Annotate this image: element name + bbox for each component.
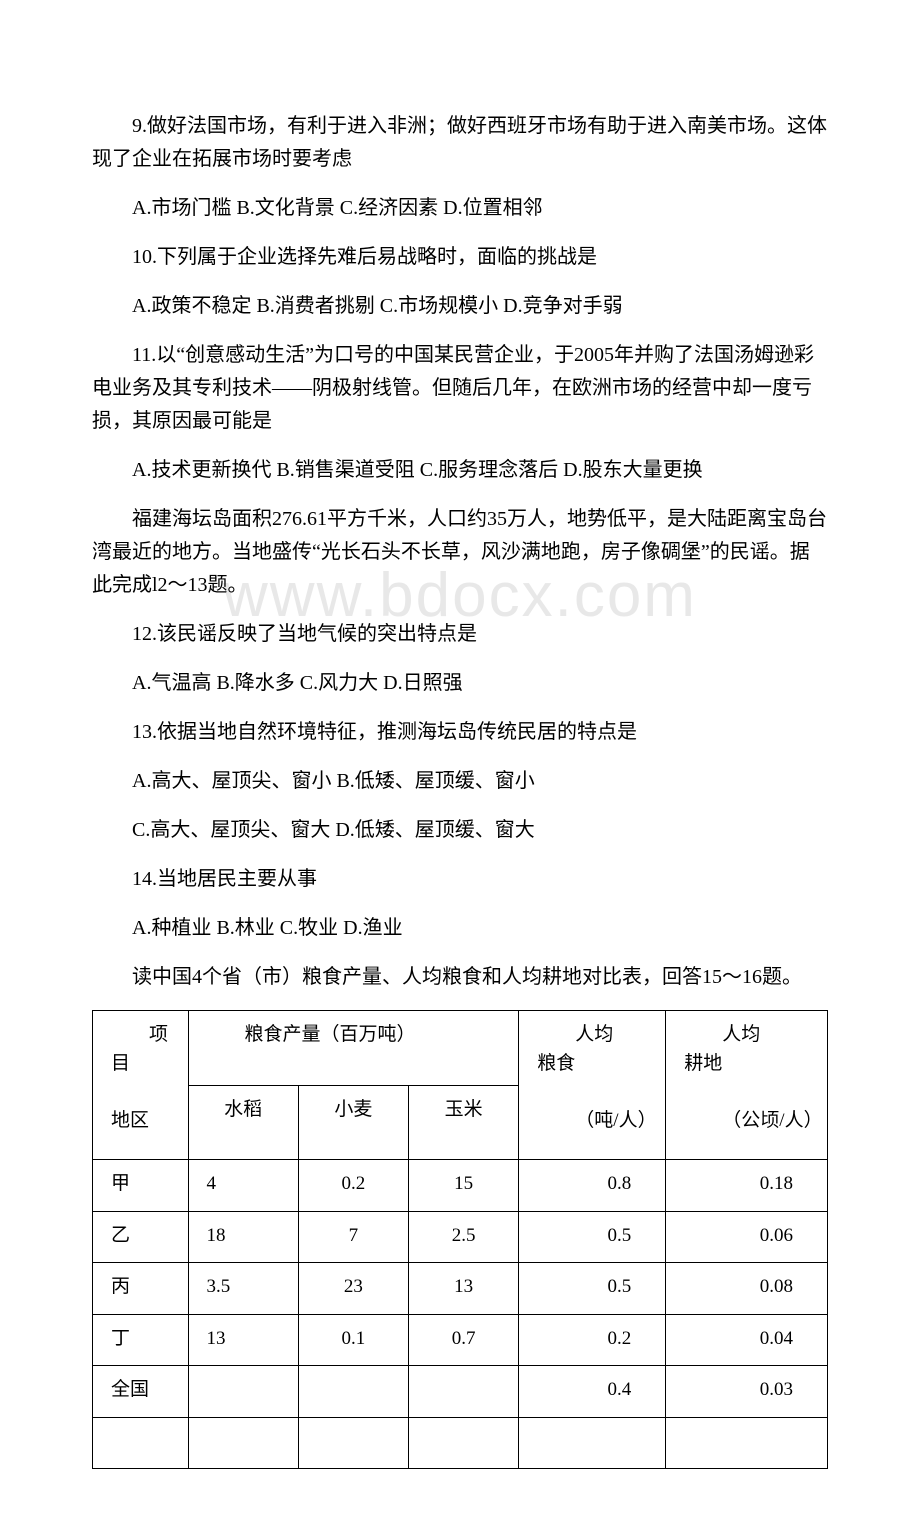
- cell-region: 乙: [93, 1211, 189, 1263]
- q9-stem: 9.做好法国市场，有利于进入非洲；做好西班牙市场有助于进入南美市场。这体现了企业…: [92, 110, 828, 176]
- q9-options: A.市场门槛 B.文化背景 C.经济因素 D.位置相邻: [92, 192, 828, 225]
- cell-rice: 18: [188, 1211, 298, 1263]
- cell-rice: 13: [188, 1314, 298, 1366]
- document-body: 9.做好法国市场，有利于进入非洲；做好西班牙市场有助于进入南美市场。这体现了企业…: [92, 110, 828, 1469]
- q12-stem: 12.该民谣反映了当地气候的突出特点是: [92, 618, 828, 651]
- table-row: 丙 3.5 23 13 0.5 0.08: [93, 1263, 828, 1315]
- cell-region: 丁: [93, 1314, 189, 1366]
- cell-empty: [519, 1417, 666, 1469]
- col-corn-header: 玉米: [409, 1085, 519, 1160]
- table-row: 甲 4 0.2 15 0.8 0.18: [93, 1160, 828, 1212]
- col-percapita-food-header: 人均 粮食 （吨/人）: [519, 1011, 666, 1160]
- cell-corn: 2.5: [409, 1211, 519, 1263]
- cell-empty: [666, 1417, 828, 1469]
- cell-corn: 0.7: [409, 1314, 519, 1366]
- cell-wheat: 7: [298, 1211, 408, 1263]
- table-row-empty: [93, 1417, 828, 1469]
- q14-options: A.种植业 B.林业 C.牧业 D.渔业: [92, 912, 828, 945]
- q10-options: A.政策不稳定 B.消费者挑剔 C.市场规模小 D.竞争对手弱: [92, 290, 828, 323]
- table-row: 乙 18 7 2.5 0.5 0.06: [93, 1211, 828, 1263]
- q11-stem: 11.以“创意感动生活”为口号的中国某民营企业，于2005年并购了法国汤姆逊彩电…: [92, 339, 828, 438]
- cell-pcland: 0.03: [666, 1366, 828, 1418]
- table-intro: 读中国4个省（市）粮食产量、人均粮食和人均耕地对比表，回答15～16题。: [92, 961, 828, 994]
- passage-haitan: 福建海坛岛面积276.61平方千米，人口约35万人，地势低平，是大陆距离宝岛台湾…: [92, 503, 828, 602]
- col-rice-header: 水稻: [188, 1085, 298, 1160]
- q10-stem: 10.下列属于企业选择先难后易战略时，面临的挑战是: [92, 241, 828, 274]
- q13-stem: 13.依据当地自然环境特征，推测海坛岛传统民居的特点是: [92, 716, 828, 749]
- cell-region: 甲: [93, 1160, 189, 1212]
- cell-corn: 13: [409, 1263, 519, 1315]
- cell-corn: 15: [409, 1160, 519, 1212]
- cell-wheat: 23: [298, 1263, 408, 1315]
- cell-empty: [188, 1417, 298, 1469]
- cell-region: 全国: [93, 1366, 189, 1418]
- table-row: 全国 0.4 0.03: [93, 1366, 828, 1418]
- cell-pcfood: 0.8: [519, 1160, 666, 1212]
- cell-wheat: 0.1: [298, 1314, 408, 1366]
- cell-wheat: [298, 1366, 408, 1418]
- cell-pcfood: 0.4: [519, 1366, 666, 1418]
- col-wheat-header: 小麦: [298, 1085, 408, 1160]
- grain-table: 项目 地区 粮食产量（百万吨） 人均 粮食 （吨/人） 人均 耕地: [92, 1010, 828, 1469]
- cell-empty: [298, 1417, 408, 1469]
- cell-region: 丙: [93, 1263, 189, 1315]
- table-row: 丁 13 0.1 0.7 0.2 0.04: [93, 1314, 828, 1366]
- table-header-row-1: 项目 地区 粮食产量（百万吨） 人均 粮食 （吨/人） 人均 耕地: [93, 1011, 828, 1086]
- cell-pcfood: 0.2: [519, 1314, 666, 1366]
- cell-empty: [409, 1417, 519, 1469]
- q12-options: A.气温高 B.降水多 C.风力大 D.日照强: [92, 667, 828, 700]
- q11-options: A.技术更新换代 B.销售渠道受阻 C.服务理念落后 D.股东大量更换: [92, 454, 828, 487]
- cell-pcfood: 0.5: [519, 1263, 666, 1315]
- cell-corn: [409, 1366, 519, 1418]
- q14-stem: 14.当地居民主要从事: [92, 863, 828, 896]
- col-region-header: 项目 地区: [93, 1011, 189, 1160]
- q13-options-line2: C.高大、屋顶尖、窗大 D.低矮、屋顶缓、窗大: [92, 814, 828, 847]
- q13-options-line1: A.高大、屋顶尖、窗小 B.低矮、屋顶缓、窗小: [92, 765, 828, 798]
- cell-pcland: 0.18: [666, 1160, 828, 1212]
- cell-pcfood: 0.5: [519, 1211, 666, 1263]
- cell-rice: 3.5: [188, 1263, 298, 1315]
- cell-rice: [188, 1366, 298, 1418]
- col-grain-group-header: 粮食产量（百万吨）: [188, 1011, 519, 1086]
- cell-pcland: 0.06: [666, 1211, 828, 1263]
- cell-pcland: 0.08: [666, 1263, 828, 1315]
- cell-pcland: 0.04: [666, 1314, 828, 1366]
- cell-empty: [93, 1417, 189, 1469]
- col-percapita-land-header: 人均 耕地 （公顷/人）: [666, 1011, 828, 1160]
- cell-wheat: 0.2: [298, 1160, 408, 1212]
- cell-rice: 4: [188, 1160, 298, 1212]
